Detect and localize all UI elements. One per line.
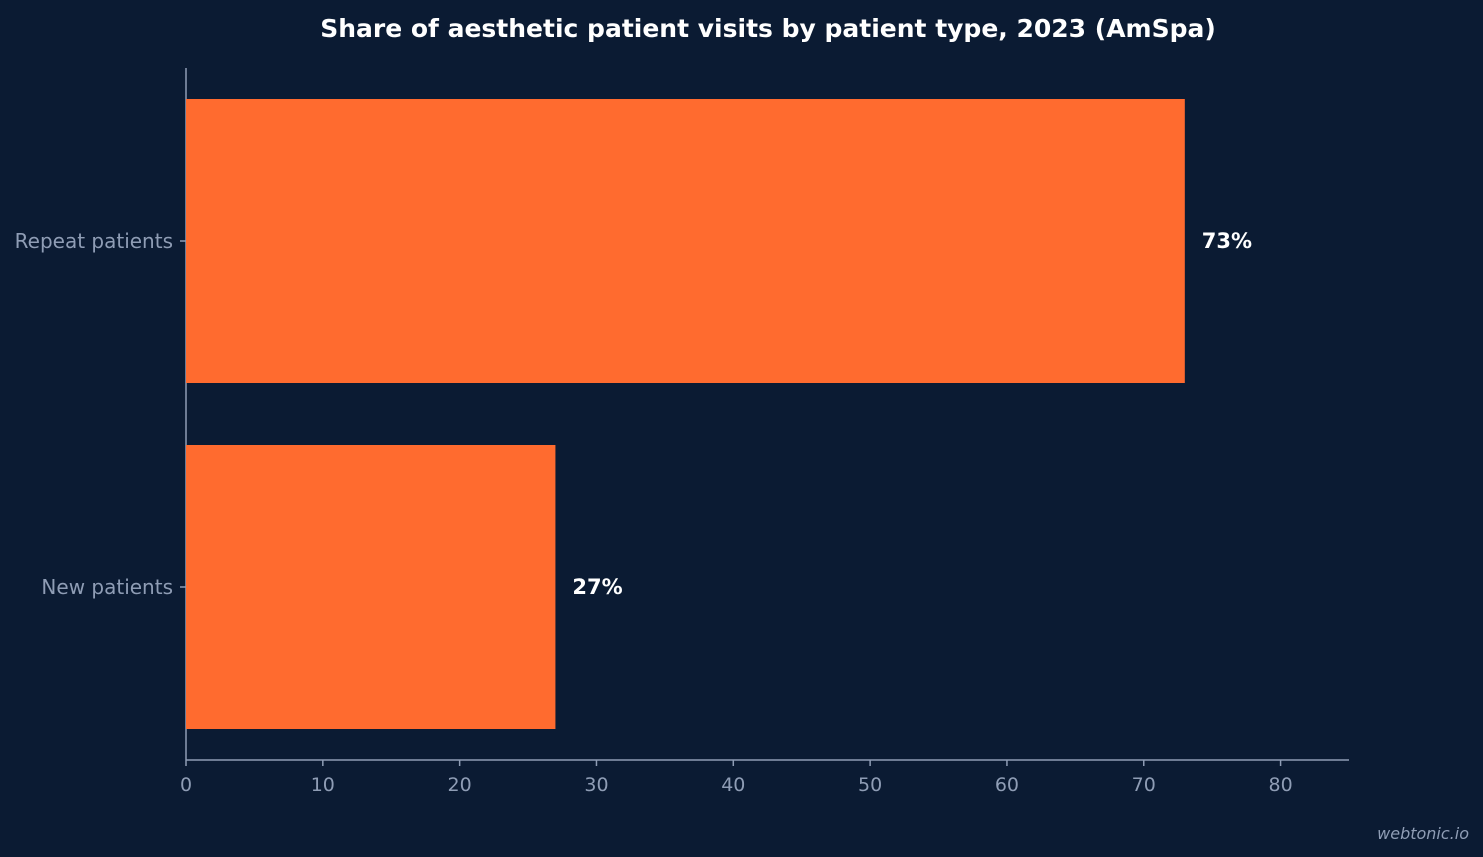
x-tick-label: 70	[1132, 774, 1156, 796]
x-tick-label: 50	[858, 774, 882, 796]
x-tick-label: 0	[180, 774, 192, 796]
x-tick-label: 20	[448, 774, 472, 796]
plot-area: 0 10 20 30 40 50 60 70 80 Repeat patients 73% New p…	[15, 68, 1349, 796]
chart-title: Share of aesthetic patient visits by pat…	[320, 14, 1216, 43]
bar-value-label: 73%	[1202, 229, 1252, 253]
x-tick-label: 30	[584, 774, 608, 796]
bar-value-label: 27%	[572, 575, 622, 599]
bar	[186, 99, 1185, 383]
x-tick-label: 60	[995, 774, 1019, 796]
watermark-text: webtonic.io	[1377, 824, 1469, 843]
x-tick-label: 10	[311, 774, 335, 796]
x-tick-label: 40	[721, 774, 745, 796]
y-category-label: New patients	[41, 575, 173, 599]
y-category-label: Repeat patients	[15, 229, 173, 253]
x-tick-label: 80	[1268, 774, 1292, 796]
bar	[186, 445, 556, 729]
